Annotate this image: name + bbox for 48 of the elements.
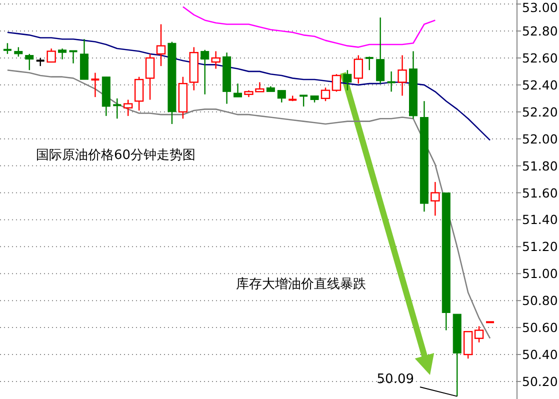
- y-tick-label: 52.20: [522, 104, 558, 120]
- line-series: [182, 6, 436, 48]
- y-tick-label: 52.00: [522, 131, 558, 146]
- candlestick: [234, 82, 242, 98]
- candlestick: [200, 49, 210, 95]
- candlestick: [298, 94, 309, 108]
- y-tick-label: 51.20: [522, 239, 558, 254]
- candlestick: [364, 56, 374, 71]
- candlestick: [354, 54, 364, 84]
- annotation: 库存大增油价直线暴跌: [236, 277, 366, 292]
- candlestick: [343, 69, 352, 91]
- candlestick: [211, 50, 220, 70]
- candlestick: [2, 42, 12, 55]
- candlestick: [376, 16, 385, 84]
- candlestick: [58, 48, 67, 60]
- candlestick: [90, 72, 100, 98]
- candlestick: [398, 54, 407, 96]
- candlestick: [332, 74, 342, 92]
- y-tick-label: 51.80: [522, 158, 558, 174]
- candlestick: [145, 53, 155, 100]
- y-tick-label: 51.00: [522, 266, 558, 282]
- candlestick: [474, 326, 484, 343]
- candlestick: [124, 99, 133, 117]
- candlestick: [46, 48, 56, 63]
- candlestick: [156, 24, 166, 67]
- y-tick-label: 52.80: [522, 24, 558, 39]
- candlestick: [463, 331, 473, 360]
- annotation: 50.09: [376, 372, 414, 387]
- candlestick: [25, 53, 34, 71]
- y-tick-label: 52.40: [522, 77, 558, 92]
- y-tick-label: 50.40: [522, 347, 558, 362]
- y-tick-label: 50.20: [522, 374, 558, 389]
- y-tick-label: 53.00: [522, 0, 558, 15]
- y-tick-label: 50.80: [522, 293, 558, 308]
- y-tick-label: 51.40: [522, 212, 558, 228]
- annotation: 国际原油价格60分钟走势图: [36, 148, 196, 163]
- candlestick: [386, 70, 396, 92]
- candlestick: [112, 98, 122, 120]
- y-tick-label: 51.60: [522, 185, 558, 200]
- candlestick: [14, 46, 23, 58]
- candlestick: [320, 87, 330, 102]
- candlestick: [277, 90, 286, 104]
- y-tick-label: 52.60: [522, 50, 558, 66]
- candlestick: [68, 50, 78, 64]
- candlestick: [134, 76, 144, 112]
- y-tick-label: 50.60: [522, 320, 558, 336]
- line-series: [6, 32, 491, 141]
- candlestick: [430, 181, 440, 216]
